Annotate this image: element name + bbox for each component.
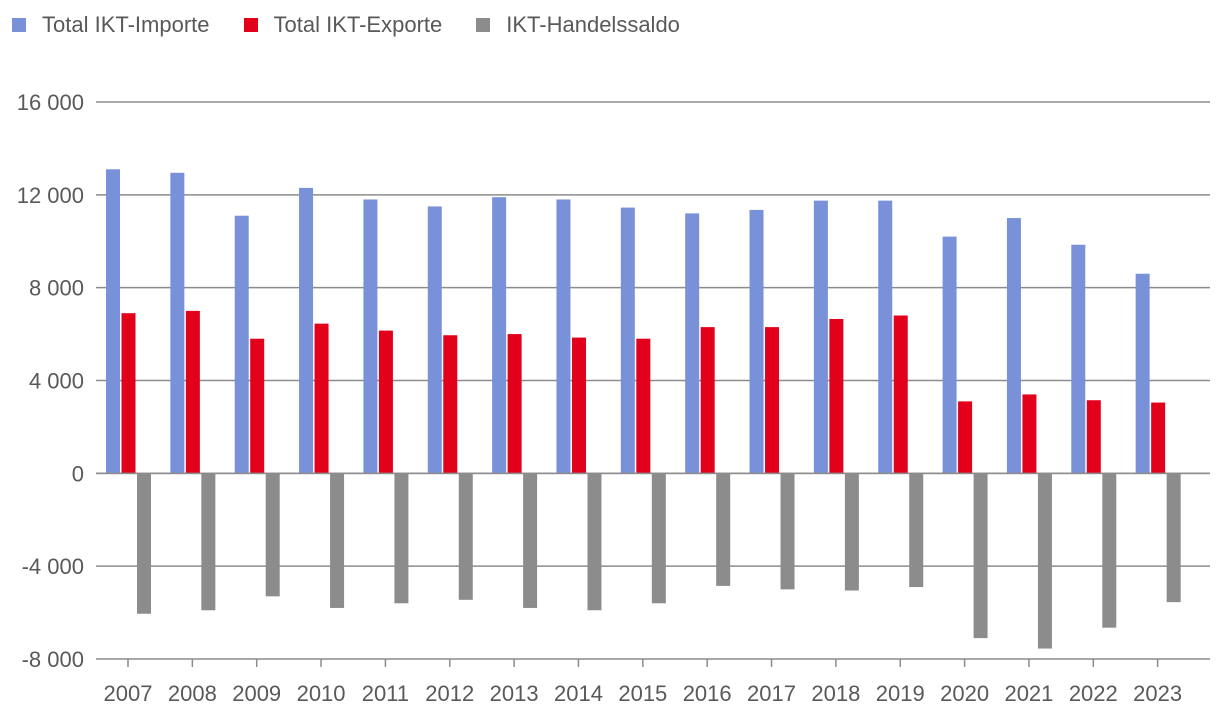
x-tick-label: 2020 <box>940 681 989 706</box>
bar-balance-2011 <box>394 473 409 604</box>
bar-balance-2021 <box>1037 473 1052 649</box>
x-axis: 2007 2008 2009 2010 2011 2012 2013 2014 2015 2016… <box>96 472 1210 706</box>
bar-balance-2009 <box>265 473 280 597</box>
bar-imports-2020 <box>942 236 957 474</box>
bar-imports-2018 <box>813 200 828 474</box>
bar-balance-2022 <box>1102 473 1117 628</box>
bar-exports-2012 <box>443 335 458 474</box>
legend-item-exports: Total IKT-Exporte <box>243 12 443 38</box>
y-tick-label: 12 000 <box>17 183 84 208</box>
legend-item-imports: Total IKT-Importe <box>12 12 210 38</box>
bar-balance-2015 <box>651 473 666 604</box>
bar-exports-2013 <box>507 334 522 474</box>
legend-label-exports: Total IKT-Exporte <box>273 12 443 37</box>
bar-exports-2008 <box>185 310 200 474</box>
legend-label-balance: IKT-Handelssaldo <box>506 12 680 37</box>
y-tick-label: -8 000 <box>22 647 84 672</box>
bar-imports-2022 <box>1071 244 1086 474</box>
y-tick-label: 16 000 <box>17 90 84 115</box>
x-tick-label: 2015 <box>618 681 667 706</box>
bar-exports-2016 <box>700 327 715 474</box>
bar-balance-2013 <box>523 473 538 608</box>
x-tick-label: 2022 <box>1069 681 1118 706</box>
bar-imports-2016 <box>685 213 700 474</box>
bar-balance-2010 <box>330 473 345 608</box>
bar-imports-2015 <box>620 207 635 474</box>
x-tick-label: 2016 <box>683 681 732 706</box>
bar-imports-2009 <box>234 215 249 474</box>
legend-swatch-balance <box>476 18 491 32</box>
bar-imports-2013 <box>492 197 507 474</box>
chart-legend: Total IKT-Importe Total IKT-Exporte IKT-… <box>12 12 714 38</box>
bar-balance-2012 <box>458 473 473 600</box>
legend-swatch-imports <box>12 18 26 32</box>
x-tick-label: 2008 <box>168 681 217 706</box>
bar-imports-2008 <box>170 172 185 474</box>
bar-imports-2014 <box>556 199 571 474</box>
bar-exports-2017 <box>765 327 780 474</box>
bar-exports-2023 <box>1151 402 1166 474</box>
bars <box>106 169 1181 649</box>
legend-item-balance: IKT-Handelssaldo <box>476 12 680 38</box>
bar-exports-2009 <box>250 338 265 474</box>
bar-exports-2010 <box>314 323 329 474</box>
x-tick-label: 2007 <box>104 681 153 706</box>
bar-exports-2022 <box>1086 400 1101 474</box>
bar-exports-2014 <box>571 337 586 474</box>
bar-balance-2018 <box>844 473 859 591</box>
bar-balance-2008 <box>201 473 216 611</box>
bar-balance-2023 <box>1166 473 1181 603</box>
bar-exports-2020 <box>958 401 973 474</box>
bar-exports-2018 <box>829 318 844 474</box>
x-tick-label: 2013 <box>490 681 539 706</box>
bar-exports-2007 <box>121 313 136 474</box>
bar-imports-2019 <box>878 200 893 474</box>
bar-balance-2016 <box>716 473 731 586</box>
bar-exports-2011 <box>378 330 393 474</box>
y-tick-label: -4 000 <box>22 554 84 579</box>
bar-imports-2010 <box>299 187 314 474</box>
x-tick-label: 2009 <box>232 681 281 706</box>
bar-imports-2017 <box>749 209 764 474</box>
bar-exports-2019 <box>893 315 908 474</box>
x-tick-label: 2014 <box>554 681 603 706</box>
bar-balance-2020 <box>973 473 988 639</box>
y-tick-label: 0 <box>72 461 84 486</box>
x-tick-label: 2023 <box>1133 681 1182 706</box>
legend-label-imports: Total IKT-Importe <box>42 12 210 37</box>
bar-balance-2007 <box>137 473 151 614</box>
bar-imports-2023 <box>1135 273 1150 474</box>
bar-imports-2007 <box>106 169 120 474</box>
bar-balance-2017 <box>780 473 795 590</box>
bar-imports-2011 <box>363 199 378 474</box>
x-tick-label: 2010 <box>297 681 346 706</box>
y-tick-label: 4 000 <box>29 369 84 394</box>
bar-imports-2021 <box>1006 218 1021 474</box>
x-tick-label: 2018 <box>811 681 860 706</box>
bar-exports-2015 <box>636 338 651 474</box>
bar-balance-2019 <box>909 473 924 588</box>
legend-swatch-exports <box>243 18 258 32</box>
bar-exports-2021 <box>1022 394 1037 474</box>
x-tick-label: 2012 <box>425 681 474 706</box>
bar-imports-2012 <box>427 206 442 474</box>
bar-balance-2014 <box>587 473 602 611</box>
x-tick-label: 2017 <box>747 681 796 706</box>
y-axis-labels: 16 000 12 000 8 000 4 000 0 -4 000 -8 000 <box>17 90 84 672</box>
x-tick-label: 2011 <box>362 681 409 706</box>
x-tick-label: 2019 <box>876 681 925 706</box>
y-tick-label: 8 000 <box>29 276 84 301</box>
x-tick-label: 2021 <box>1004 681 1053 706</box>
